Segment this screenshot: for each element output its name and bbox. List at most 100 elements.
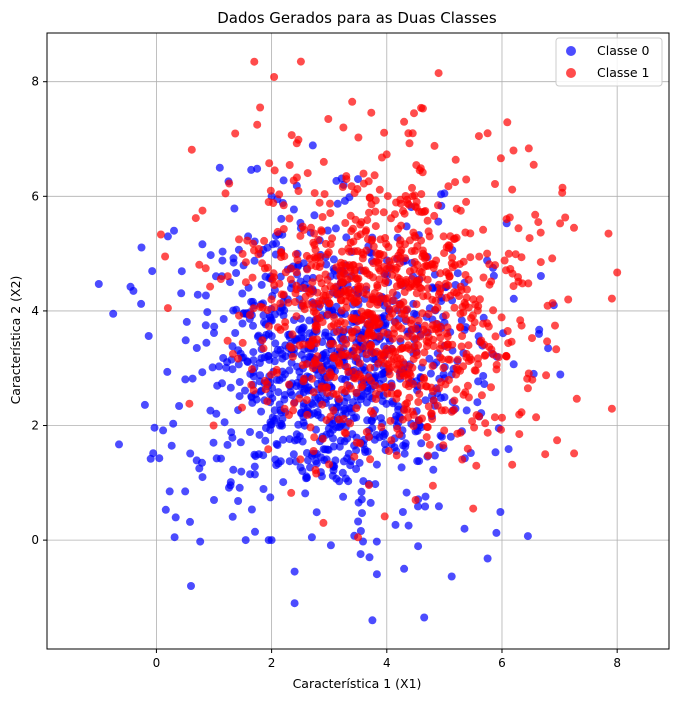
data-point bbox=[280, 395, 289, 404]
data-point bbox=[371, 222, 380, 231]
data-point bbox=[237, 467, 246, 476]
data-point bbox=[479, 225, 488, 234]
data-point bbox=[238, 403, 246, 412]
data-point bbox=[470, 423, 479, 432]
data-point bbox=[359, 169, 368, 178]
data-point bbox=[329, 442, 338, 451]
data-point bbox=[335, 442, 344, 451]
y-tick-label: 6 bbox=[31, 189, 39, 203]
data-point bbox=[302, 396, 311, 404]
data-point bbox=[218, 247, 227, 256]
data-point bbox=[363, 269, 372, 278]
data-point bbox=[502, 266, 510, 275]
data-point bbox=[400, 117, 409, 126]
data-point bbox=[349, 350, 358, 359]
data-point bbox=[424, 284, 432, 293]
legend: Classe 0 Classe 1 bbox=[555, 37, 663, 87]
x-tick-label: 4 bbox=[383, 656, 391, 670]
data-point bbox=[186, 449, 195, 458]
data-point bbox=[477, 336, 486, 345]
data-point bbox=[420, 207, 429, 216]
data-point bbox=[444, 376, 453, 384]
data-point bbox=[277, 214, 286, 223]
data-point bbox=[330, 373, 339, 382]
data-point bbox=[445, 241, 454, 250]
data-point bbox=[171, 513, 180, 522]
data-point bbox=[323, 226, 332, 235]
data-point bbox=[383, 389, 392, 398]
data-point bbox=[417, 284, 426, 293]
data-point bbox=[109, 309, 118, 318]
data-point bbox=[398, 343, 407, 352]
data-point bbox=[310, 211, 319, 220]
data-point bbox=[270, 303, 279, 312]
data-point bbox=[319, 291, 328, 300]
data-point bbox=[277, 253, 285, 262]
data-point bbox=[246, 428, 254, 436]
data-point bbox=[285, 457, 294, 466]
data-point bbox=[471, 300, 480, 309]
data-point bbox=[436, 344, 445, 353]
data-point bbox=[353, 232, 362, 241]
data-point bbox=[548, 254, 557, 263]
data-point bbox=[287, 343, 296, 352]
data-point bbox=[303, 265, 312, 274]
data-point bbox=[460, 524, 469, 533]
data-point bbox=[483, 554, 492, 563]
data-point bbox=[265, 159, 274, 168]
data-point bbox=[349, 398, 357, 407]
data-point bbox=[332, 176, 341, 185]
data-point bbox=[336, 317, 345, 326]
data-point bbox=[338, 468, 347, 477]
data-point bbox=[216, 275, 225, 283]
data-point bbox=[483, 428, 492, 437]
data-point bbox=[365, 208, 373, 217]
data-point bbox=[359, 477, 368, 486]
data-point bbox=[491, 180, 499, 188]
data-point bbox=[279, 311, 288, 320]
data-point bbox=[146, 454, 155, 463]
data-point bbox=[229, 465, 238, 474]
data-point bbox=[339, 457, 348, 466]
data-point bbox=[508, 185, 517, 194]
data-point bbox=[271, 339, 280, 348]
data-point bbox=[234, 354, 242, 363]
data-point bbox=[389, 296, 398, 305]
data-point bbox=[459, 308, 468, 317]
data-point bbox=[442, 293, 451, 302]
data-point bbox=[241, 536, 250, 545]
data-point bbox=[444, 182, 453, 191]
data-point bbox=[225, 483, 233, 492]
data-point bbox=[395, 240, 404, 249]
data-point bbox=[301, 292, 310, 301]
data-point bbox=[515, 410, 524, 419]
data-point bbox=[543, 337, 552, 346]
data-point bbox=[415, 457, 424, 466]
data-point bbox=[446, 432, 455, 441]
data-point bbox=[483, 319, 492, 328]
data-point bbox=[368, 616, 377, 625]
data-point bbox=[406, 371, 415, 380]
data-point bbox=[474, 360, 483, 369]
data-point bbox=[371, 196, 380, 205]
data-point bbox=[351, 343, 360, 352]
data-point bbox=[300, 225, 309, 234]
data-point bbox=[309, 388, 318, 397]
data-point bbox=[295, 394, 304, 403]
y-tick-label: 4 bbox=[31, 304, 39, 318]
data-point bbox=[406, 345, 415, 354]
data-point bbox=[250, 256, 259, 265]
data-point bbox=[414, 502, 422, 511]
data-point bbox=[140, 400, 149, 409]
data-point bbox=[188, 374, 197, 383]
data-point bbox=[247, 380, 256, 389]
data-point bbox=[338, 183, 347, 191]
data-point bbox=[411, 496, 420, 504]
data-point bbox=[300, 374, 308, 383]
data-point bbox=[175, 402, 184, 410]
data-point bbox=[564, 295, 573, 304]
data-point bbox=[319, 157, 328, 166]
data-point bbox=[517, 321, 526, 330]
data-point bbox=[423, 216, 432, 225]
data-point bbox=[380, 440, 389, 449]
